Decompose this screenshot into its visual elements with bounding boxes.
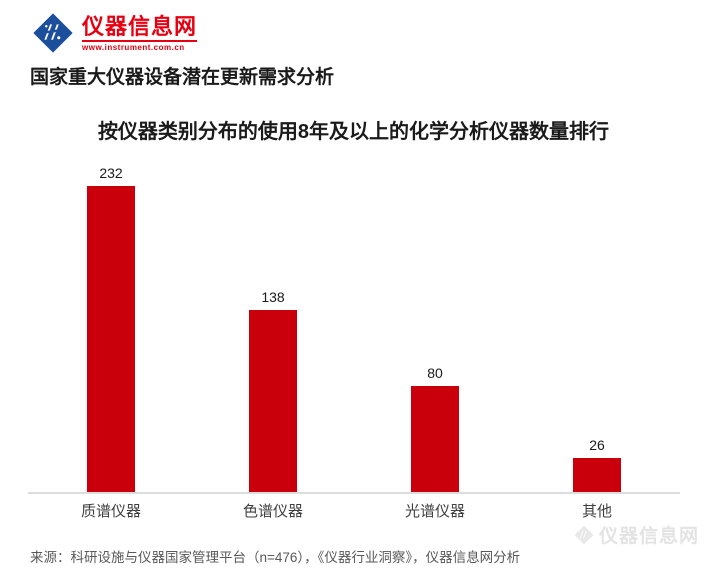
watermark: 仪器信息网 xyxy=(573,521,699,548)
bar-value-label: 26 xyxy=(589,437,605,453)
source-note: 来源：科研设施与仪器国家管理平台（n=476），《仪器行业洞察》，仪器信息网分析 xyxy=(30,550,521,565)
bar-value-label: 232 xyxy=(99,165,123,181)
chart-title: 按仪器类别分布的使用8年及以上的化学分析仪器数量排行 xyxy=(97,121,610,143)
watermark-diamond-icon xyxy=(574,525,594,544)
brand-logo: 仪器信息网 www.instrument.com.cn xyxy=(30,10,198,56)
bar-group: 80 xyxy=(354,365,516,492)
bar xyxy=(573,458,621,492)
watermark-text: 仪器信息网 xyxy=(598,526,699,547)
bar-group: 232 xyxy=(30,165,192,492)
bar-value-label: 138 xyxy=(261,289,285,305)
bar-group: 138 xyxy=(192,289,354,492)
x-axis-category-label: 色谱仪器 xyxy=(242,503,303,520)
x-axis-category-label: 质谱仪器 xyxy=(80,503,141,520)
x-axis-labels: 质谱仪器 色谱仪器 光谱仪器 其他 xyxy=(30,500,678,521)
bar xyxy=(87,186,135,492)
bar-value-label: 80 xyxy=(427,365,443,381)
brand-text-block: 仪器信息网 www.instrument.com.cn xyxy=(82,13,198,52)
bar xyxy=(249,310,297,492)
brand-name: 仪器信息网 xyxy=(82,13,198,39)
x-axis-line xyxy=(28,492,680,494)
x-axis-category-label: 其他 xyxy=(581,503,612,520)
plot-area: 232 138 80 26 xyxy=(30,160,678,492)
bar xyxy=(411,386,459,492)
brand-diamond-icon xyxy=(33,13,73,53)
page-title: 国家重大仪器设备潜在更新需求分析 xyxy=(30,67,335,88)
brand-url: www.instrument.com.cn xyxy=(82,39,198,52)
x-axis-category-label: 光谱仪器 xyxy=(404,503,465,520)
bar-group: 26 xyxy=(516,437,678,492)
